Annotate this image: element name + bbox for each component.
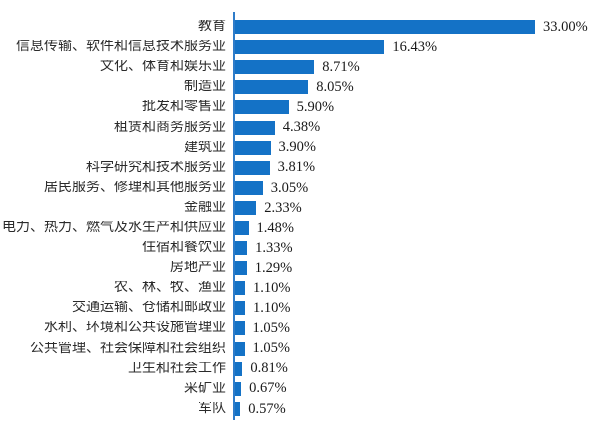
bar-row: 交通运输、仓储和邮政业 1.10%: [0, 298, 600, 318]
category-label: 水利、环境和公共设施管理业: [44, 321, 226, 336]
value-label: 0.57%: [248, 400, 286, 417]
value-label: 1.05%: [252, 320, 290, 337]
bar: [235, 100, 289, 115]
category-label: 房地产业: [170, 261, 226, 276]
category-label: 电力、热力、燃气及水生产和供应业: [2, 220, 226, 235]
bar: [235, 321, 245, 336]
bar: [235, 401, 241, 416]
value-label: 1.10%: [253, 280, 291, 297]
bar: [235, 281, 245, 296]
bar: [235, 120, 275, 135]
category-label: 批发和零售业: [142, 100, 226, 115]
value-label: 33.00%: [543, 18, 588, 35]
bar: [235, 261, 247, 276]
category-label: 文化、体育和娱乐业: [100, 60, 226, 75]
value-label: 8.05%: [316, 79, 354, 96]
value-label: 1.29%: [254, 259, 293, 276]
value-label: 16.43%: [392, 38, 438, 55]
bar-row: 电力、热力、燃气及水生产和供应业 1.48%: [0, 218, 600, 238]
bar: [235, 60, 315, 75]
bar-row: 金融业 2.33%: [0, 198, 600, 218]
category-label: 公共管理、社会保障和社会组织: [30, 341, 226, 356]
category-label: 建筑业: [184, 140, 226, 155]
value-label: 8.71%: [322, 58, 360, 75]
category-label: 制造业: [184, 80, 226, 95]
bar-row: 卫生和社会工作 0.81%: [0, 359, 600, 379]
category-label: 信息传输、软件和信息技术服务业: [16, 40, 226, 55]
value-label: 5.90%: [296, 99, 335, 116]
bar: [235, 160, 270, 175]
category-label: 交通运输、仓储和邮政业: [72, 301, 226, 316]
bar: [235, 200, 257, 215]
value-label: 3.90%: [278, 139, 316, 156]
bar-row: 教育 33.00%: [0, 17, 600, 37]
bar-row: 居民服务、修理和其他服务业 3.05%: [0, 178, 600, 198]
bar: [235, 361, 243, 376]
bar-row: 信息传输、软件和信息技术服务业 16.43%: [0, 37, 600, 57]
bar-row: 水利、环境和公共设施管理业 1.05%: [0, 318, 600, 338]
bar: [235, 20, 535, 35]
category-label: 教育: [198, 20, 226, 35]
category-label: 科学研究和技术服务业: [86, 160, 226, 175]
category-label: 金融业: [184, 200, 226, 215]
value-label: 1.33%: [255, 239, 293, 256]
category-label: 农、林、牧、渔业: [114, 281, 226, 296]
value-label: 3.05%: [270, 179, 309, 196]
value-label: 0.81%: [250, 360, 288, 377]
category-label: 居民服务、修理和其他服务业: [44, 180, 226, 195]
bar-row: 军队 0.57%: [0, 399, 600, 419]
bar-row: 制造业 8.05%: [0, 77, 600, 97]
bar-row: 租赁和商务服务业 4.38%: [0, 117, 600, 137]
bar-row: 公共管理、社会保障和社会组织 1.05%: [0, 339, 600, 359]
bar: [235, 381, 242, 396]
value-label: 1.05%: [252, 340, 290, 357]
bar: [235, 341, 245, 356]
category-label: 军队: [198, 401, 226, 416]
bar-row: 农、林、牧、渔业 1.10%: [0, 278, 600, 298]
value-label: 1.48%: [256, 219, 294, 236]
bar-row: 科学研究和技术服务业 3.81%: [0, 158, 600, 178]
bar-row: 住宿和餐饮业 1.33%: [0, 238, 600, 258]
category-label: 租赁和商务服务业: [114, 120, 226, 135]
bar-row: 采矿业 0.67%: [0, 379, 600, 399]
value-label: 2.33%: [264, 199, 302, 216]
bar: [235, 140, 271, 155]
bar: [235, 80, 309, 95]
bar-chart: 教育 33.00% 信息传输、软件和信息技术服务业 16.43% 文化、体育和娱乐业 8.…: [0, 17, 600, 419]
bar: [235, 301, 245, 316]
bar: [235, 40, 385, 55]
bar: [235, 220, 249, 235]
bar-row: 房地产业 1.29%: [0, 258, 600, 278]
category-label: 卫生和社会工作: [128, 361, 226, 376]
bar: [235, 180, 263, 195]
bar: [235, 241, 248, 256]
bar-row: 批发和零售业 5.90%: [0, 97, 600, 117]
value-label: 0.67%: [249, 380, 287, 397]
value-label: 3.81%: [277, 159, 316, 176]
category-label: 住宿和餐饮业: [142, 241, 226, 256]
bar-row: 建筑业 3.90%: [0, 138, 600, 158]
y-axis-line: [233, 12, 235, 420]
category-label: 采矿业: [184, 381, 226, 396]
value-label: 4.38%: [282, 119, 321, 136]
value-label: 1.10%: [253, 300, 291, 317]
bar-row: 文化、体育和娱乐业 8.71%: [0, 57, 600, 77]
